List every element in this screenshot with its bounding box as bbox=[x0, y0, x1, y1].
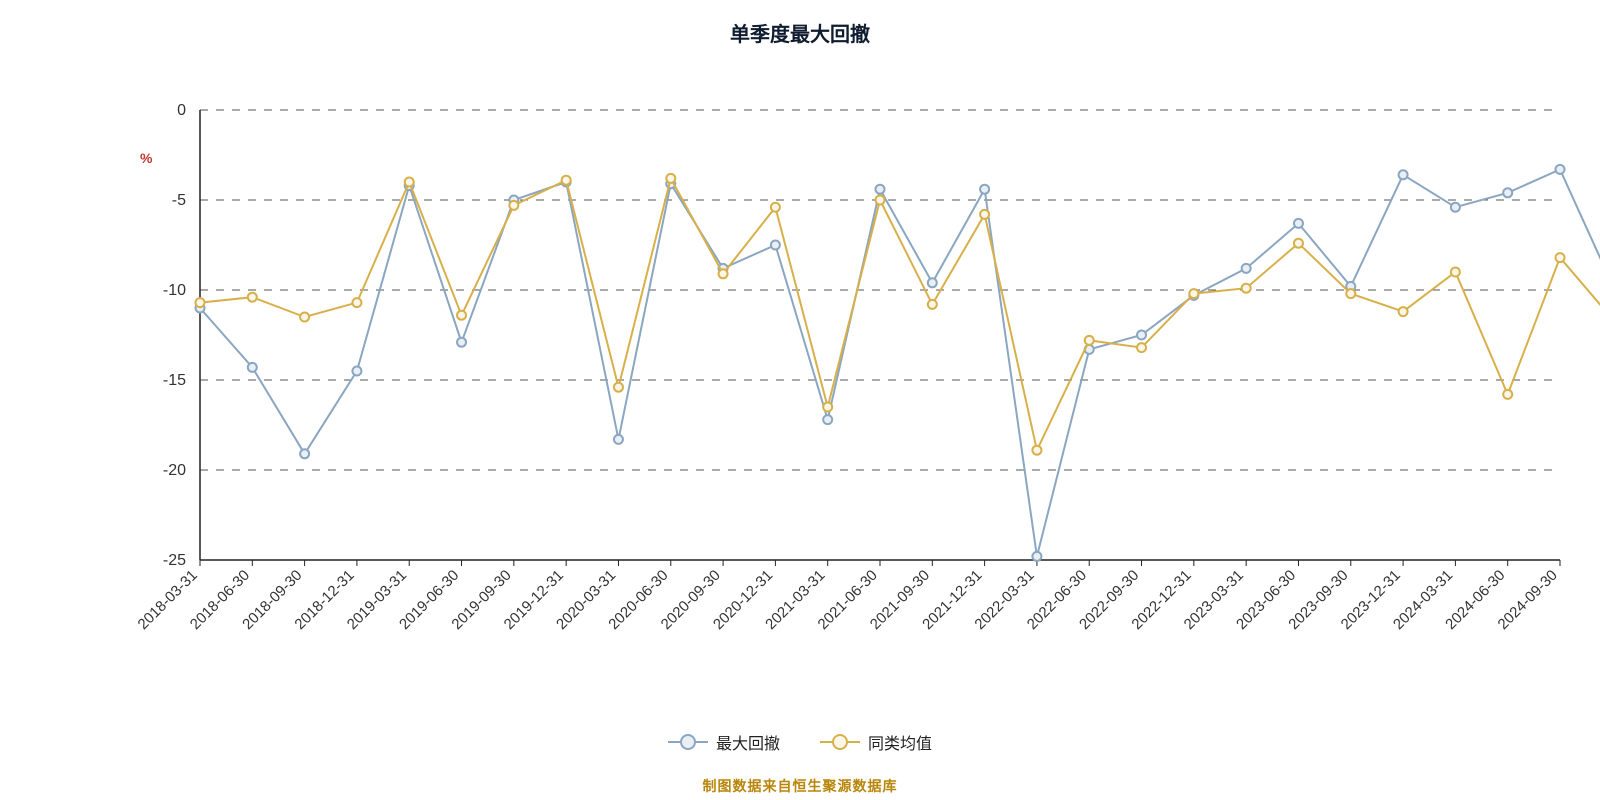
series-point bbox=[1242, 284, 1251, 293]
series-point bbox=[1503, 188, 1512, 197]
svg-text:-5: -5 bbox=[172, 192, 186, 209]
series-point bbox=[1556, 253, 1565, 262]
series-point bbox=[196, 298, 205, 307]
svg-text:-10: -10 bbox=[163, 282, 186, 299]
legend: 最大回撤 同类均值 bbox=[0, 730, 1600, 754]
svg-text:-25: -25 bbox=[163, 552, 186, 569]
series-point bbox=[562, 176, 571, 185]
series-point bbox=[771, 203, 780, 212]
series-point bbox=[300, 313, 309, 322]
legend-item: 最大回撤 bbox=[668, 730, 780, 754]
svg-text:0: 0 bbox=[177, 102, 186, 119]
series-point bbox=[1346, 289, 1355, 298]
series-point bbox=[876, 185, 885, 194]
series-point bbox=[248, 363, 257, 372]
series-point bbox=[980, 185, 989, 194]
series-point bbox=[980, 210, 989, 219]
series-point bbox=[823, 415, 832, 424]
series-point bbox=[1451, 268, 1460, 277]
series-point bbox=[457, 338, 466, 347]
series-point bbox=[405, 178, 414, 187]
line-chart: 0-5-10-15-20-252018-03-312018-06-302018-… bbox=[0, 0, 1600, 800]
series-point bbox=[352, 298, 361, 307]
series-point bbox=[614, 435, 623, 444]
legend-item: 同类均值 bbox=[820, 730, 932, 754]
series-point bbox=[1189, 289, 1198, 298]
series-point bbox=[1242, 264, 1251, 273]
series-point bbox=[928, 278, 937, 287]
series-point bbox=[352, 367, 361, 376]
series-point bbox=[719, 269, 728, 278]
series-point bbox=[614, 383, 623, 392]
series-point bbox=[666, 174, 675, 183]
series-point bbox=[457, 311, 466, 320]
series-point bbox=[1137, 343, 1146, 352]
series-point bbox=[1032, 552, 1041, 561]
series-point bbox=[1032, 446, 1041, 455]
series-point bbox=[1137, 331, 1146, 340]
series-point bbox=[1399, 170, 1408, 179]
series-point bbox=[248, 293, 257, 302]
series-point bbox=[1294, 219, 1303, 228]
series-point bbox=[1556, 165, 1565, 174]
svg-text:-20: -20 bbox=[163, 462, 186, 479]
legend-label: 最大回撤 bbox=[716, 730, 780, 754]
series-point bbox=[823, 403, 832, 412]
legend-label: 同类均值 bbox=[868, 730, 932, 754]
series-point bbox=[1451, 203, 1460, 212]
series-point bbox=[928, 300, 937, 309]
series-point bbox=[771, 241, 780, 250]
series-point bbox=[509, 201, 518, 210]
series-point bbox=[876, 196, 885, 205]
series-line-1 bbox=[200, 178, 1600, 450]
series-point bbox=[1399, 307, 1408, 316]
series-point bbox=[1294, 239, 1303, 248]
source-footer: 制图数据来自恒生聚源数据库 bbox=[0, 776, 1600, 796]
svg-text:-15: -15 bbox=[163, 372, 186, 389]
series-line-0 bbox=[200, 169, 1600, 556]
series-point bbox=[300, 449, 309, 458]
series-point bbox=[1085, 336, 1094, 345]
series-point bbox=[1503, 390, 1512, 399]
